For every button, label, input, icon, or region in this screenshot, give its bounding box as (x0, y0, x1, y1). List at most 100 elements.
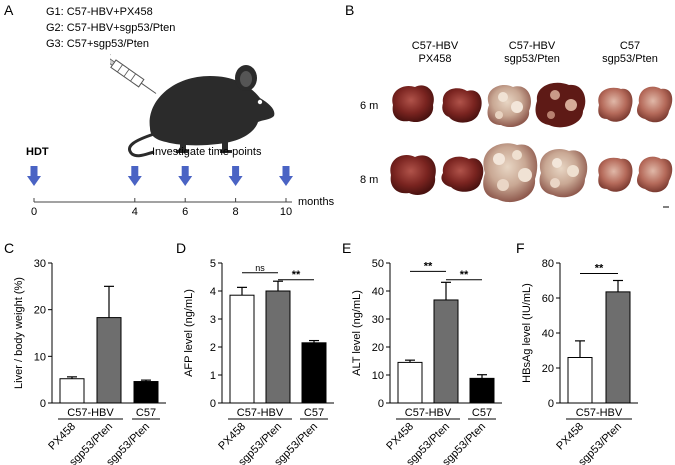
y-tick-label: 30 (372, 314, 384, 326)
timeline-tick-label: 10 (280, 206, 292, 218)
bar (397, 361, 423, 404)
panel-e-label: E (342, 240, 352, 256)
y-tick-label: 40 (542, 328, 554, 340)
hdt-label: HDT (26, 146, 49, 158)
liver-8m-c57-1 (598, 157, 633, 192)
liver-8m-sgp53-1 (483, 143, 538, 203)
x-tick-label: PX458 (46, 421, 78, 453)
y-tick-label: 4 (210, 286, 216, 298)
liver-6m-sgp53-1 (487, 85, 532, 128)
y-axis-label: ALT level (ng/mL) (351, 290, 363, 376)
y-tick-label: 1 (210, 370, 216, 382)
y-tick-label: 0 (548, 398, 554, 410)
mouse-injection-illustration (110, 52, 275, 158)
liver-6m-px458-2 (442, 88, 482, 123)
liver-photographs (390, 82, 673, 208)
y-tick-label: 80 (542, 258, 554, 270)
col-header-2-line1: C57-HBV (508, 40, 556, 52)
y-tick-label: 5 (210, 258, 216, 270)
bar (433, 299, 459, 404)
panel-c-label: C (4, 240, 15, 256)
bar (229, 294, 255, 404)
panel-f-label: F (516, 240, 525, 256)
group-label: C57 (304, 407, 324, 419)
group-label: C57 (472, 407, 492, 419)
panel-a-label: A (4, 2, 14, 18)
x-tick-label: PX458 (384, 421, 416, 453)
y-tick-label: 40 (372, 286, 384, 298)
bar (567, 357, 593, 404)
group-2-label: G2: C57-HBV+sgp53/Pten (46, 22, 176, 34)
bar (605, 291, 631, 404)
y-tick-label: 50 (372, 258, 384, 270)
time-point-arrow (27, 166, 41, 186)
liver-8m-px458-1 (390, 155, 436, 196)
significance-label: ** (292, 269, 301, 281)
time-point-arrow (279, 166, 293, 186)
col-header-3-line1: C57 (619, 40, 641, 52)
row-label-6m: 6 m (360, 100, 379, 112)
timeline: 0 4 6 8 10 (27, 166, 293, 218)
bar (265, 290, 291, 404)
col-header-1-line2: PX458 (418, 53, 452, 65)
liver-6m-sgp53-2 (535, 82, 586, 128)
col-header-1: C57-HBV PX458 (395, 40, 475, 66)
y-axis-label: Liver / body weight (%) (13, 277, 25, 389)
col-header-2-line2: sgp53/Pten (504, 53, 560, 65)
liver-6m-px458-1 (392, 85, 434, 123)
liver-6m-c57-1 (598, 87, 633, 122)
investigate-label: Investigate time points (152, 146, 262, 158)
y-tick-label: 10 (34, 351, 46, 363)
y-tick-label: 20 (34, 305, 46, 317)
bar (96, 317, 122, 404)
x-tick-label: PX458 (216, 421, 248, 453)
row-label-8m: 8 m (360, 174, 379, 186)
significance-label: ns (255, 263, 265, 273)
y-tick-label: 10 (372, 370, 384, 382)
group-label: C57-HBV (237, 407, 284, 419)
y-tick-label: 0 (210, 398, 216, 410)
y-axis-label: AFP level (ng/mL) (183, 289, 195, 377)
x-tick-label: PX458 (554, 421, 586, 453)
y-tick-label: 0 (378, 398, 384, 410)
liver-8m-sgp53-2 (539, 149, 588, 198)
y-tick-label: 3 (210, 314, 216, 326)
time-point-arrow (178, 166, 193, 186)
significance-label: ** (460, 269, 469, 281)
significance-label: ** (595, 263, 604, 275)
time-point-arrow (127, 166, 142, 186)
liver-8m-c57-2 (637, 156, 673, 193)
timeline-tick-label: 4 (132, 206, 138, 218)
group-label: C57-HBV (67, 407, 114, 419)
timeline-tick-label: 6 (182, 206, 188, 218)
group-label: C57 (136, 407, 156, 419)
group-label: C57-HBV (576, 407, 623, 419)
bar (301, 342, 327, 404)
timeline-tick-label: 0 (31, 206, 37, 218)
y-tick-label: 60 (542, 293, 554, 305)
col-header-3-line2: sgp53/Pten (602, 53, 658, 65)
y-tick-label: 20 (542, 363, 554, 375)
group-label: C57-HBV (405, 407, 452, 419)
y-tick-label: 2 (210, 342, 216, 354)
y-tick-label: 30 (34, 258, 46, 270)
bar (133, 381, 159, 404)
col-header-2: C57-HBV sgp53/Pten (487, 40, 577, 66)
months-label: months (298, 196, 335, 208)
time-point-arrow (228, 166, 243, 186)
group-3-label: G3: C57+sgp53/Pten (46, 38, 150, 50)
significance-label: ** (424, 260, 433, 272)
bar (59, 378, 85, 404)
liver-6m-c57-2 (637, 86, 673, 123)
col-header-1-line1: C57-HBV (411, 40, 459, 52)
col-header-3: C57 sgp53/Pten (590, 40, 670, 66)
group-legend: G1: C57-HBV+PX458 G2: C57-HBV+sgp53/Pten… (46, 4, 175, 52)
panel-d-label: D (176, 240, 187, 256)
liver-8m-px458-2 (441, 156, 484, 192)
y-tick-label: 20 (372, 342, 384, 354)
group-1-label: G1: C57-HBV+PX458 (46, 6, 153, 18)
